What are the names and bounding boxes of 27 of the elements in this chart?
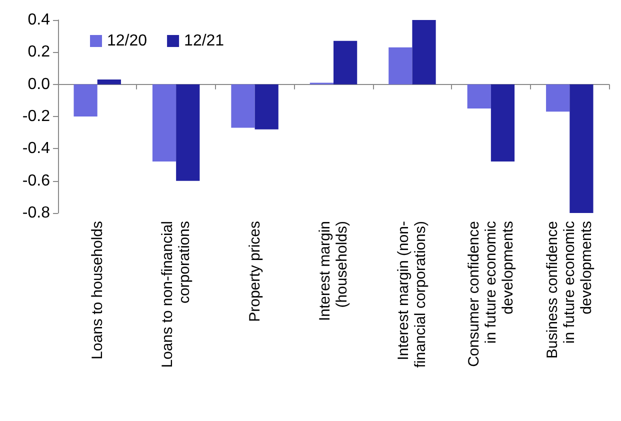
y-tick-label: 0.0	[28, 76, 50, 93]
bar	[176, 84, 200, 181]
bar	[388, 47, 412, 84]
y-tick-label: -0.4	[22, 140, 50, 158]
bar	[412, 20, 436, 84]
bar	[546, 84, 570, 112]
x-tick-label: Interest margin (households)	[316, 220, 350, 322]
x-tick-label: Loans to non-financial corporations	[159, 221, 194, 368]
y-tick-label: 0.2	[28, 44, 50, 61]
x-tick-label: Interest margin (non- financial corporations)	[395, 221, 430, 368]
bar	[334, 40, 358, 84]
bar	[74, 84, 98, 116]
y-tick-label: -0.6	[22, 172, 50, 190]
legend-label: 12/21	[184, 32, 224, 50]
bar	[231, 84, 255, 128]
y-tick-label: 0.4	[28, 12, 50, 28]
x-tick-label: Loans to households	[88, 221, 106, 360]
y-tick-label: -0.8	[22, 204, 50, 222]
x-tick-label: Property prices	[246, 221, 264, 322]
bar	[254, 84, 278, 130]
y-tick-label: -0.2	[22, 108, 50, 125]
legend-label: 12/20	[107, 32, 148, 50]
bar	[152, 84, 176, 162]
bar	[570, 84, 594, 213]
bar	[490, 84, 515, 162]
bar	[467, 84, 491, 108]
bar	[97, 80, 121, 84]
